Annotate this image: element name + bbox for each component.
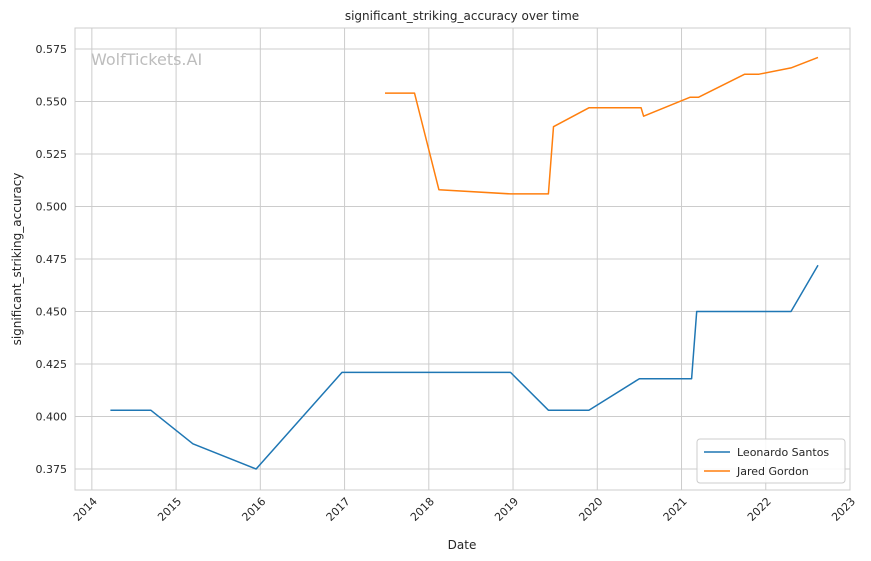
- y-tick-label: 0.500: [36, 201, 68, 214]
- y-tick-label: 0.425: [36, 358, 68, 371]
- legend-label-leonardo-santos: Leonardo Santos: [737, 446, 829, 459]
- y-tick-label: 0.575: [36, 43, 68, 56]
- legend: Leonardo Santos Jared Gordon: [696, 438, 846, 484]
- y-tick-label: 0.400: [36, 411, 68, 424]
- x-tick-label: 2022: [745, 495, 774, 524]
- plot-frame: [74, 27, 851, 491]
- series-line-jared-gordon: [385, 56, 819, 195]
- series-layer: [110, 56, 819, 470]
- y-tick-label: 0.475: [36, 253, 68, 266]
- y-tick-label: 0.525: [36, 148, 68, 161]
- x-tick-labels: 2014 2015 2016 2017 2018 2019 2020 2021 2022 2023: [71, 495, 858, 524]
- y-tick-label: 0.550: [36, 96, 68, 109]
- x-tick-label: 2018: [408, 495, 437, 524]
- x-tick-label: 2014: [71, 495, 100, 524]
- x-tick-label: 2019: [492, 495, 521, 524]
- watermark: WolfTickets.AI: [91, 50, 202, 69]
- y-tick-label: 0.450: [36, 306, 68, 319]
- x-tick-label: 2020: [576, 495, 605, 524]
- x-tick-label: 2023: [829, 495, 858, 524]
- x-tick-label: 2017: [324, 495, 353, 524]
- y-tick-labels: 0.375 0.400 0.425 0.450 0.475 0.500 0.525 0.550…: [36, 43, 68, 476]
- legend-box: [696, 438, 846, 484]
- x-tick-label: 2021: [661, 495, 690, 524]
- chart-title: significant_striking_accuracy over time: [345, 9, 579, 23]
- y-axis-label: significant_striking_accuracy: [10, 173, 24, 346]
- x-tick-label: 2016: [239, 495, 268, 524]
- x-tick-label: 2015: [155, 495, 184, 524]
- x-axis-label: Date: [448, 538, 477, 552]
- legend-label-jared-gordon: Jared Gordon: [736, 465, 809, 478]
- y-tick-label: 0.375: [36, 463, 68, 476]
- series-line-leonardo-santos: [110, 264, 819, 470]
